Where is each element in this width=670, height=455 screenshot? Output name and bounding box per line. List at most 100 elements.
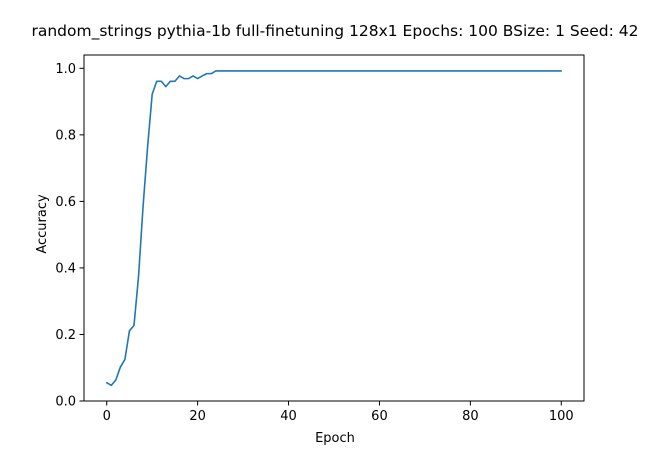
data-point	[510, 70, 512, 72]
data-point	[388, 70, 390, 72]
data-point	[397, 70, 399, 72]
data-point	[551, 70, 553, 72]
data-point	[224, 70, 226, 72]
data-point	[174, 80, 176, 82]
data-point	[501, 70, 503, 72]
data-point	[110, 385, 112, 387]
data-point	[170, 80, 172, 82]
y-tick-label: 0.2	[55, 328, 76, 343]
data-point	[329, 70, 331, 72]
data-point	[210, 73, 212, 75]
data-point	[401, 70, 403, 72]
y-tick-label: 0.4	[55, 261, 76, 276]
chart-title: random_strings pythia-1b full-finetuning…	[31, 22, 638, 41]
data-point	[433, 70, 435, 72]
data-point	[151, 93, 153, 95]
data-point	[283, 70, 285, 72]
data-point	[188, 78, 190, 80]
data-point	[410, 70, 412, 72]
data-point	[356, 70, 358, 72]
axes-frame	[83, 54, 585, 402]
y-tick-label: 0.8	[55, 128, 76, 143]
data-point	[383, 70, 385, 72]
data-point	[333, 70, 335, 72]
data-point	[124, 359, 126, 361]
data-point	[351, 70, 353, 72]
data-point	[129, 330, 131, 332]
data-point	[542, 70, 544, 72]
data-point	[374, 70, 376, 72]
data-point	[179, 75, 181, 77]
data-point	[292, 70, 294, 72]
data-point	[538, 70, 540, 72]
data-point	[451, 70, 453, 72]
data-point	[192, 75, 194, 77]
plot-area: 0 20 40 60 80 100 0.0 0.2 0.4 0.6 0.8 1.0	[55, 54, 585, 424]
y-axis-label: Accuracy	[35, 194, 50, 254]
data-point	[392, 70, 394, 72]
data-point	[165, 86, 167, 88]
data-point	[229, 70, 231, 72]
data-point	[533, 70, 535, 72]
y-tick-label: 0.6	[55, 195, 76, 210]
data-point	[247, 70, 249, 72]
data-point	[220, 70, 222, 72]
x-tick-label: 40	[280, 409, 297, 424]
data-point	[301, 70, 303, 72]
data-point	[265, 70, 267, 72]
data-point	[492, 70, 494, 72]
data-point	[133, 325, 135, 327]
data-point	[115, 379, 117, 381]
data-point	[465, 70, 467, 72]
data-point	[138, 275, 140, 277]
data-point	[147, 145, 149, 147]
x-tick-label: 20	[189, 409, 206, 424]
data-point	[488, 70, 490, 72]
data-point	[474, 70, 476, 72]
data-point	[288, 70, 290, 72]
data-point	[429, 70, 431, 72]
data-point	[260, 70, 262, 72]
data-point	[206, 73, 208, 75]
data-point	[529, 70, 531, 72]
data-point	[560, 70, 562, 72]
data-point	[547, 70, 549, 72]
x-tick-label: 0	[103, 409, 111, 424]
data-point	[524, 70, 526, 72]
x-tick-label: 60	[371, 409, 388, 424]
data-point	[338, 70, 340, 72]
data-point	[406, 70, 408, 72]
data-point	[515, 70, 517, 72]
data-point	[183, 78, 185, 80]
data-point	[320, 70, 322, 72]
data-point	[297, 70, 299, 72]
data-point	[556, 70, 558, 72]
data-point	[201, 75, 203, 77]
data-point	[347, 70, 349, 72]
data-point	[251, 70, 253, 72]
data-point	[447, 70, 449, 72]
data-point	[420, 70, 422, 72]
x-axis-label: Epoch	[315, 431, 355, 446]
data-point	[274, 70, 276, 72]
data-point	[256, 70, 258, 72]
data-point	[520, 70, 522, 72]
data-point	[470, 70, 472, 72]
data-point	[342, 70, 344, 72]
data-point	[479, 70, 481, 72]
data-point	[315, 70, 317, 72]
data-point	[215, 70, 217, 72]
data-point	[106, 382, 108, 384]
x-tick-label: 80	[462, 409, 479, 424]
data-point	[497, 70, 499, 72]
data-point	[360, 70, 362, 72]
y-tick-label: 1.0	[55, 62, 76, 77]
data-point	[156, 80, 158, 82]
data-point	[438, 70, 440, 72]
data-point	[310, 70, 312, 72]
data-point	[197, 78, 199, 80]
data-point	[415, 70, 417, 72]
data-point	[279, 70, 281, 72]
